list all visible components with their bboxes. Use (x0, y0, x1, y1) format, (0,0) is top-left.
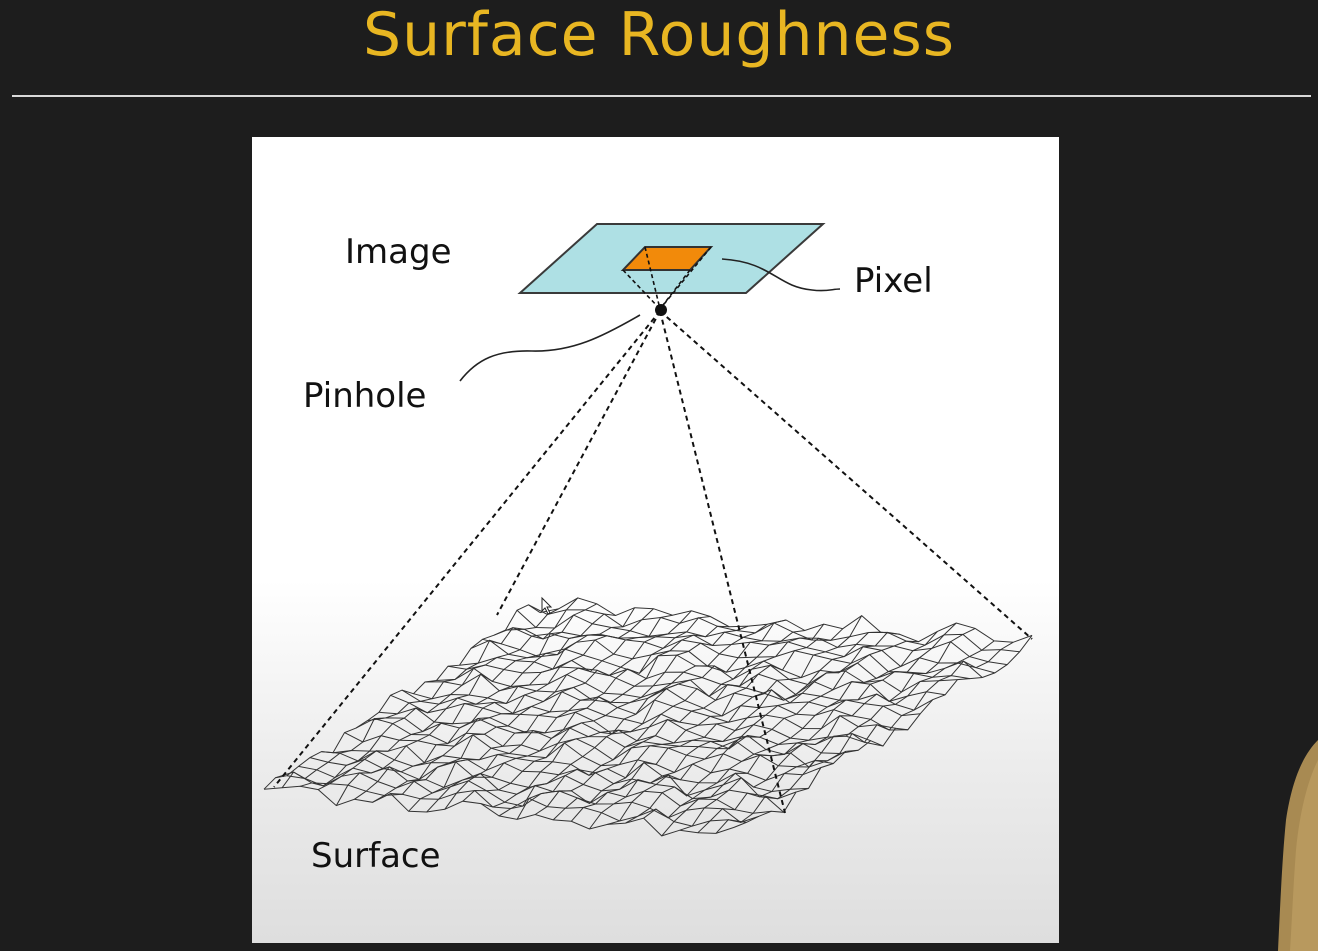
surface-mesh-line (447, 664, 933, 711)
surface-mesh-line (263, 604, 541, 790)
surface-mesh-line (516, 609, 1008, 666)
surface-mesh-line (661, 622, 957, 837)
pixel-label: Pixel (854, 261, 933, 301)
ray-left (273, 310, 661, 788)
surface-mesh-line (413, 691, 896, 730)
surface-mesh-line (263, 785, 735, 837)
presenter-shoulder (1278, 740, 1318, 951)
projection-rays (273, 310, 1033, 814)
surface-mesh-line (367, 717, 847, 768)
surface-mesh-line (355, 718, 834, 768)
surface-mesh-line (390, 694, 871, 746)
rough-surface-mesh (263, 597, 1033, 837)
surface-mesh-line (332, 745, 809, 793)
figure-panel: Image Pixel Pinhole Surface (252, 137, 1059, 943)
pinhole-dot (655, 304, 667, 316)
pinhole-leader-line (459, 314, 641, 382)
pinhole-camera-diagram: Image Pixel Pinhole Surface (263, 223, 1033, 876)
surface-mesh-line (286, 772, 759, 823)
surface-mesh-line (321, 750, 797, 800)
surface-mesh-line (539, 597, 1033, 643)
title-divider (12, 95, 1311, 97)
surface-mesh-line (528, 604, 1020, 653)
image-label: Image (345, 232, 451, 272)
surface-label: Surface (311, 836, 441, 876)
surface-mesh-line (309, 757, 785, 813)
ray-right (659, 310, 1033, 640)
surface-mesh-line (459, 656, 946, 702)
surface-mesh-line (470, 639, 958, 693)
surface-mesh-line (436, 667, 921, 717)
surface-mesh-line (378, 707, 859, 755)
surface-mesh-line (344, 732, 822, 781)
cursor-icon (541, 596, 553, 615)
pixel-leader-line (721, 258, 841, 292)
ray-center-left (496, 310, 661, 616)
surface-mesh-line (493, 627, 983, 678)
surface-mesh-line (625, 640, 919, 824)
surface-mesh-line (390, 614, 673, 795)
surface-mesh-line (401, 689, 884, 747)
surface-mesh-line (482, 638, 970, 680)
slide-title: Surface Roughness (363, 0, 955, 70)
surface-mesh-line (505, 628, 995, 674)
pinhole-label: Pinhole (303, 376, 426, 416)
surface-mesh-line (534, 623, 825, 815)
pixel-rays (622, 246, 712, 310)
